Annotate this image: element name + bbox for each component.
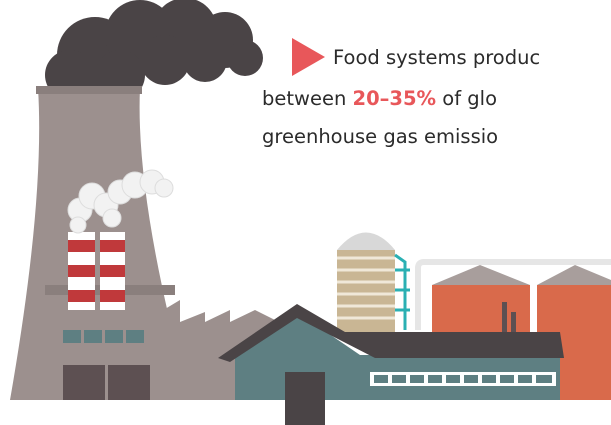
caption-line: Food systems produc — [333, 46, 540, 70]
door — [63, 365, 105, 405]
text: of glo — [436, 87, 497, 110]
caption-line: greenhouse gas emissio — [262, 125, 498, 149]
smoke — [45, 0, 263, 100]
silo-dome — [337, 233, 395, 251]
tower-rim — [36, 86, 142, 94]
highlight: 20–35% — [353, 87, 437, 110]
roof — [537, 265, 611, 285]
pipe — [395, 255, 405, 330]
arrow-marker — [292, 38, 325, 76]
caption-line: between 20–35% of glo — [262, 87, 497, 111]
barn-door — [285, 400, 325, 425]
pipe-joints — [395, 270, 410, 310]
roof — [432, 265, 530, 285]
door — [108, 365, 150, 405]
vent — [502, 302, 507, 332]
infographic: Food systems produc between 20–35% of gl… — [0, 0, 611, 425]
text: between — [262, 87, 353, 110]
vent — [511, 312, 516, 332]
